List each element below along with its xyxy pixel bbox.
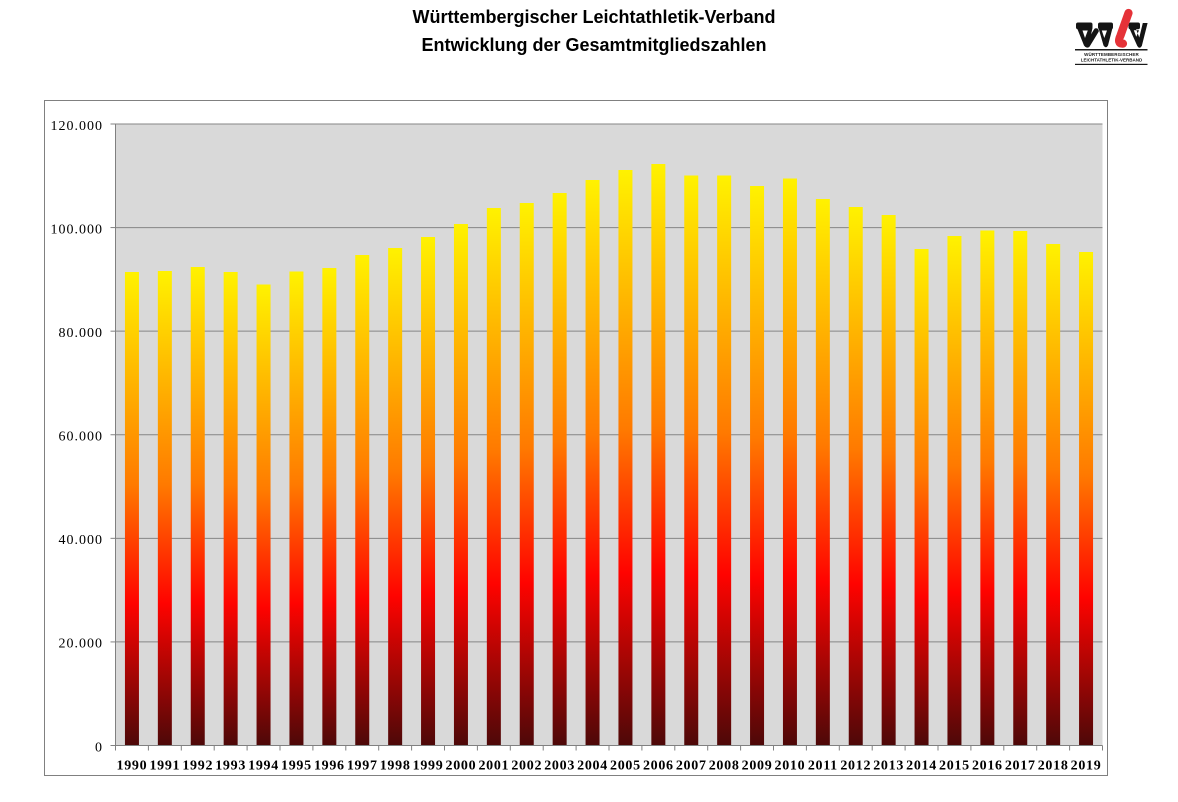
- svg-text:2012: 2012: [840, 759, 871, 774]
- svg-text:1990: 1990: [117, 759, 148, 774]
- svg-text:120.000: 120.000: [51, 119, 104, 134]
- svg-text:2018: 2018: [1038, 759, 1069, 774]
- svg-text:0: 0: [95, 740, 103, 755]
- svg-text:2006: 2006: [643, 759, 674, 774]
- svg-text:1997: 1997: [347, 759, 378, 774]
- svg-text:2014: 2014: [906, 759, 937, 774]
- svg-text:WÜRTTEMBERGISCHER: WÜRTTEMBERGISCHER: [1084, 51, 1139, 57]
- svg-text:2000: 2000: [446, 759, 477, 774]
- svg-text:Württembergischer Leichtathlet: Württembergischer Leichtathletik-Verband: [412, 7, 775, 27]
- svg-text:2016: 2016: [972, 759, 1003, 774]
- svg-text:Entwicklung der Gesamtmitglied: Entwicklung der Gesamtmitgliedszahlen: [421, 35, 766, 55]
- svg-text:2003: 2003: [544, 759, 575, 774]
- svg-text:2011: 2011: [808, 759, 838, 774]
- svg-text:1991: 1991: [149, 759, 180, 774]
- svg-text:20.000: 20.000: [59, 637, 104, 652]
- svg-text:2019: 2019: [1071, 759, 1102, 774]
- svg-text:1994: 1994: [248, 759, 279, 774]
- svg-text:1995: 1995: [281, 759, 312, 774]
- svg-text:60.000: 60.000: [59, 430, 104, 445]
- svg-text:100.000: 100.000: [51, 222, 104, 237]
- svg-text:40.000: 40.000: [59, 533, 104, 548]
- svg-text:2009: 2009: [742, 759, 773, 774]
- svg-text:2017: 2017: [1005, 759, 1036, 774]
- svg-text:1999: 1999: [413, 759, 444, 774]
- svg-text:1993: 1993: [215, 759, 246, 774]
- svg-text:2004: 2004: [577, 759, 608, 774]
- svg-text:2015: 2015: [939, 759, 970, 774]
- svg-text:2002: 2002: [511, 759, 542, 774]
- svg-text:1998: 1998: [380, 759, 411, 774]
- svg-text:LEICHTATHLETIK-VERBAND: LEICHTATHLETIK-VERBAND: [1081, 58, 1143, 63]
- svg-text:1992: 1992: [182, 759, 213, 774]
- svg-text:2010: 2010: [775, 759, 806, 774]
- svg-text:2007: 2007: [676, 759, 707, 774]
- svg-text:2008: 2008: [709, 759, 740, 774]
- svg-text:1996: 1996: [314, 759, 345, 774]
- svg-text:80.000: 80.000: [59, 326, 104, 341]
- svg-text:2001: 2001: [478, 759, 509, 774]
- svg-text:2013: 2013: [873, 759, 904, 774]
- svg-text:2005: 2005: [610, 759, 641, 774]
